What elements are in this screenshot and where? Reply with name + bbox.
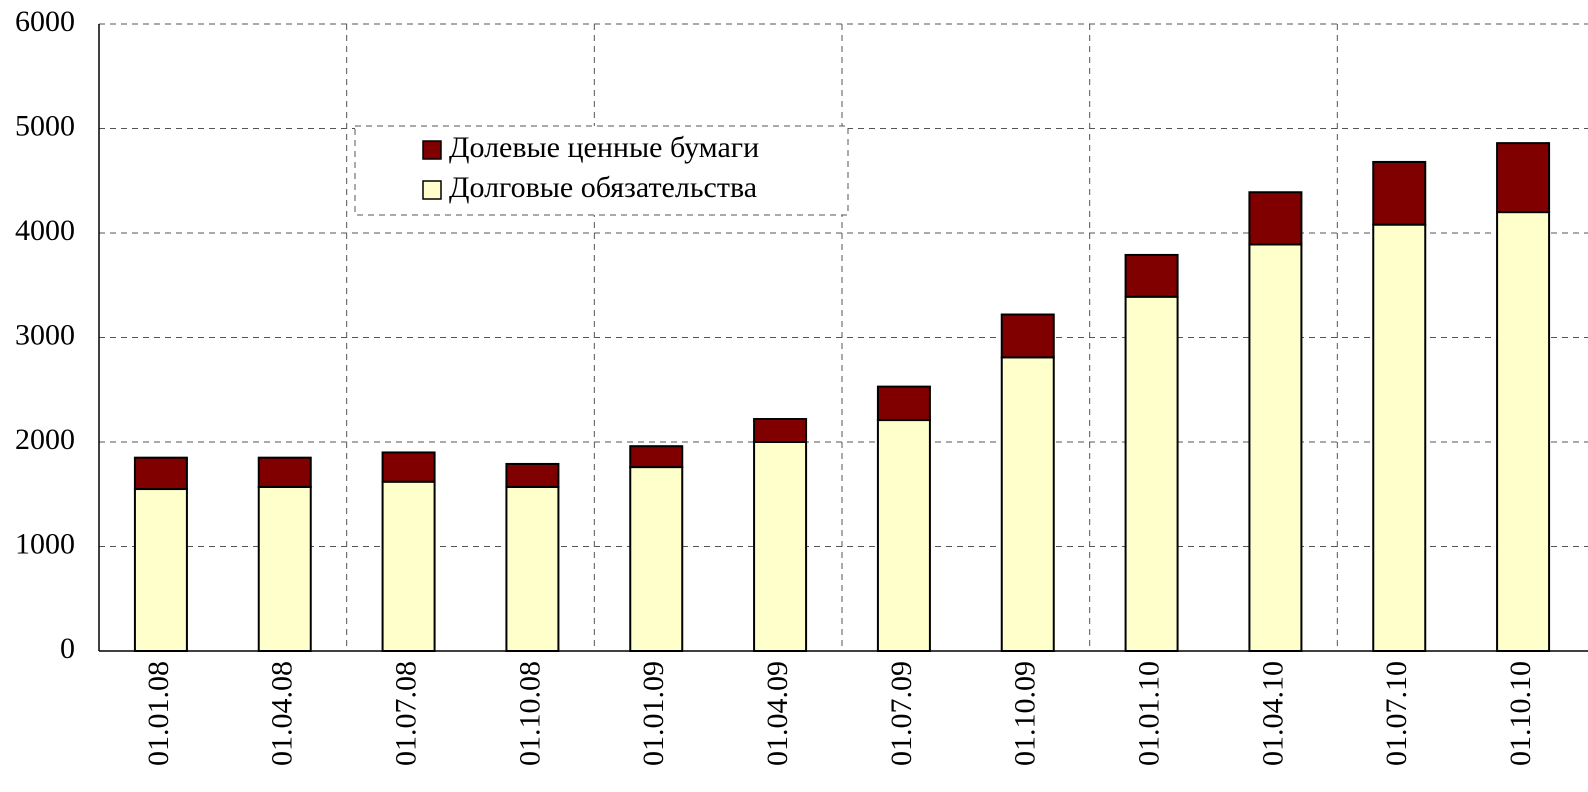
- y-tick-label: 0: [60, 632, 75, 665]
- x-tick-label: 01.04.08: [266, 661, 299, 766]
- y-tick-label: 2000: [15, 423, 75, 456]
- x-tick-label: 01.07.10: [1380, 661, 1413, 766]
- bar-segment: [1496, 211, 1551, 652]
- bar-segment: [381, 451, 436, 483]
- bar-segment: [1124, 295, 1179, 652]
- x-tick-label: 01.04.10: [1256, 661, 1289, 766]
- x-tick-label: 01.01.10: [1132, 661, 1165, 766]
- x-tick-label: 01.10.09: [1009, 661, 1042, 766]
- bar-segment: [133, 456, 188, 491]
- x-tick-label: 01.01.08: [142, 661, 175, 766]
- bar-segment: [1000, 313, 1055, 359]
- x-tick-label: 01.10.10: [1504, 661, 1537, 766]
- bar-segment: [257, 485, 312, 652]
- x-tick-label: 01.01.09: [637, 661, 670, 766]
- bar-segment: [1000, 356, 1055, 652]
- y-tick-label: 1000: [15, 527, 75, 560]
- y-tick-label: 4000: [15, 214, 75, 247]
- y-tick-label: 3000: [15, 318, 75, 351]
- bar-segment: [753, 441, 808, 652]
- x-tick-label: 01.07.09: [885, 661, 918, 766]
- bar-segment: [876, 419, 931, 652]
- x-tick-label: 01.04.09: [761, 661, 794, 766]
- bar-segment: [257, 456, 312, 488]
- bar-segment: [505, 485, 560, 652]
- bar-segment: [133, 488, 188, 652]
- bar-segment: [1248, 243, 1303, 652]
- bar-segment: [1248, 191, 1303, 246]
- legend-swatch: [422, 180, 442, 200]
- x-tick-label: 01.07.08: [389, 661, 422, 766]
- bar-segment: [629, 466, 684, 652]
- bar-segment: [381, 480, 436, 652]
- y-tick-label: 6000: [15, 5, 75, 38]
- legend-label: Долговые обязательства: [449, 171, 757, 204]
- legend-label: Долевые ценные бумаги: [449, 131, 759, 164]
- bar-segment: [753, 418, 808, 444]
- bar-segment: [1372, 160, 1427, 226]
- legend: Долевые ценные бумаги Долговые обязательс…: [422, 131, 759, 204]
- bar-segment: [505, 462, 560, 488]
- bar-segment: [876, 385, 931, 422]
- bar-segment: [629, 445, 684, 469]
- bar-segment: [1124, 253, 1179, 298]
- bar-segment: [1372, 223, 1427, 652]
- legend-swatch: [422, 140, 442, 160]
- y-tick-label: 5000: [15, 109, 75, 142]
- x-tick-label: 01.10.08: [513, 661, 546, 766]
- bar-segment: [1496, 142, 1551, 214]
